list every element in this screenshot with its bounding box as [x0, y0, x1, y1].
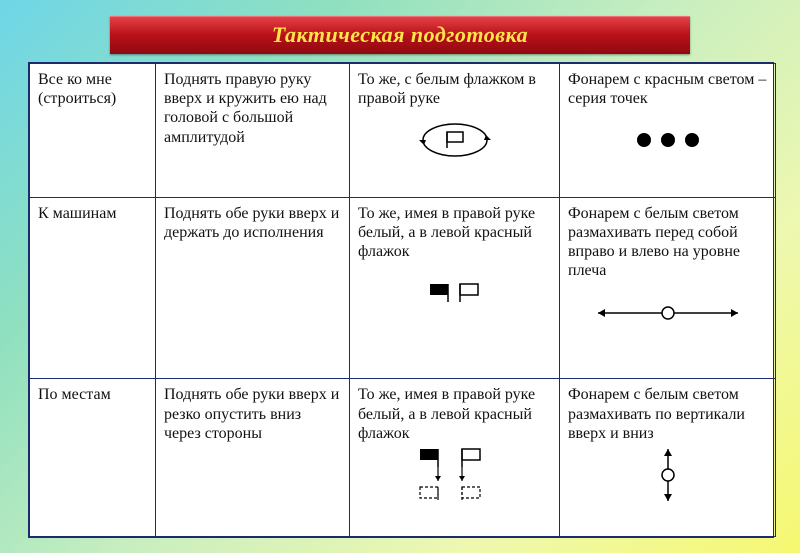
ellipse-rotate-icon [358, 114, 551, 166]
cell-flag-signal: То же, имея в правой руке белый, а в лев… [350, 197, 560, 379]
lamp-signal-text: Фонарем с красным светом – серия точек [568, 70, 767, 108]
flag-signal-text: То же, имея в правой руке белый, а в лев… [358, 385, 551, 443]
table-row: К машинам Поднять обе руки вверх и держа… [30, 197, 776, 379]
cell-flag-signal: То же, с белым флажком в правой руке [350, 64, 560, 198]
two-flags-icon [358, 267, 551, 319]
cell-lamp-signal: Фонарем с красным светом – серия точек [560, 64, 776, 198]
vertical-oscillate-icon [568, 449, 767, 501]
cell-command: К машинам [30, 197, 156, 379]
cell-lamp-signal: Фонарем с белым светом размахивать перед… [560, 197, 776, 379]
lamp-signal-text: Фонарем с белым светом размахивать по ве… [568, 385, 767, 443]
command-text: Все ко мне (строиться) [38, 70, 147, 108]
cell-lamp-signal: Фонарем с белым светом размахивать по ве… [560, 379, 776, 537]
signals-table-sheet: Все ко мне (строиться) Поднять правую ру… [28, 62, 774, 538]
cell-flag-signal: То же, имея в правой руке белый, а в лев… [350, 379, 560, 537]
command-text: По местам [38, 385, 147, 404]
flag-signal-text: То же, имея в правой руке белый, а в лев… [358, 204, 551, 262]
flag-signal-text: То же, с белым флажком в правой руке [358, 70, 551, 108]
cell-hand-signal: Поднять обе руки вверх и держать до испо… [156, 197, 350, 379]
command-text: К машинам [38, 204, 147, 223]
page-title: Тактическая подготовка [272, 22, 528, 48]
cell-hand-signal: Поднять обе руки вверх и резко опустить … [156, 379, 350, 537]
cell-command: По местам [30, 379, 156, 537]
cell-command: Все ко мне (строиться) [30, 64, 156, 198]
title-bar: Тактическая подготовка [110, 16, 690, 54]
hand-signal-text: Поднять обе руки вверх и держать до испо… [164, 204, 341, 242]
signals-table: Все ко мне (строиться) Поднять правую ру… [29, 63, 776, 537]
two-flags-drop-icon [358, 449, 551, 501]
table-row: Все ко мне (строиться) Поднять правую ру… [30, 64, 776, 198]
table-row: По местам Поднять обе руки вверх и резко… [30, 379, 776, 537]
cell-hand-signal: Поднять правую руку вверх и кружить ею н… [156, 64, 350, 198]
lamp-signal-text: Фонарем с белым светом размахивать перед… [568, 204, 767, 281]
hand-signal-text: Поднять обе руки вверх и резко опустить … [164, 385, 341, 443]
three-dots-icon [568, 114, 767, 166]
horizontal-oscillate-icon [568, 287, 767, 339]
hand-signal-text: Поднять правую руку вверх и кружить ею н… [164, 70, 341, 147]
